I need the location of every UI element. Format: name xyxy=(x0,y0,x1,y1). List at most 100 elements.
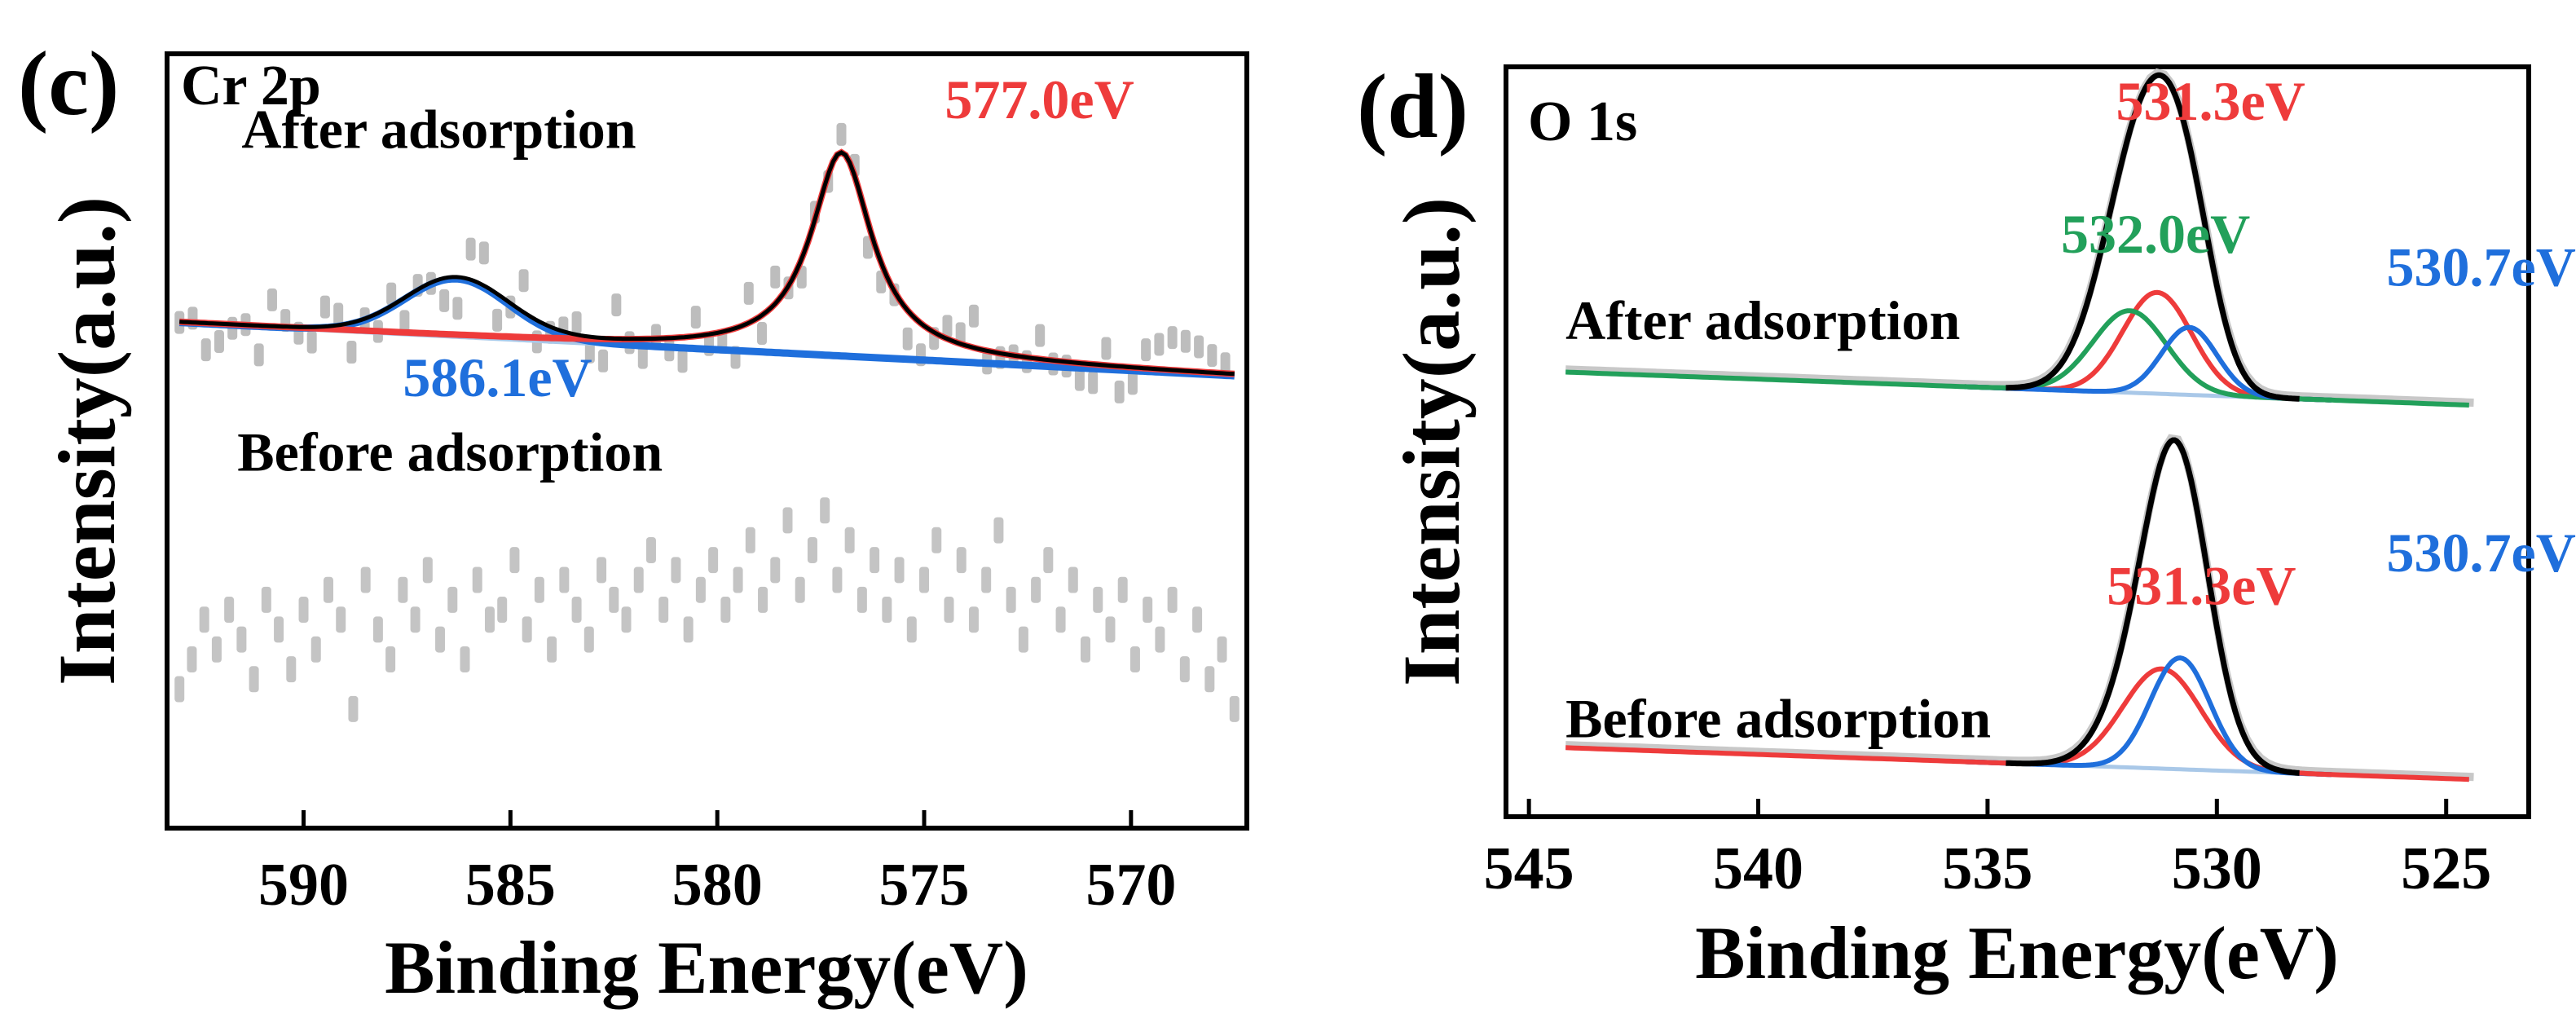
after-raw-point xyxy=(439,289,450,312)
before-raw-point xyxy=(571,597,582,624)
before-raw-point xyxy=(1204,666,1215,693)
peak-label: 531.3eV xyxy=(2116,70,2305,132)
before-raw-point xyxy=(645,536,656,563)
before-raw-point xyxy=(435,626,446,653)
panel-d-title: O 1s xyxy=(1528,90,1637,153)
after-raw-point xyxy=(1114,380,1125,403)
before-raw-point xyxy=(236,626,247,653)
before-raw-point xyxy=(956,547,967,574)
before-raw-point xyxy=(360,566,371,593)
before-raw-point xyxy=(447,586,458,613)
before-raw-point xyxy=(547,636,557,663)
before-raw-point xyxy=(522,616,532,643)
after-raw-point xyxy=(584,340,595,364)
before-raw-point xyxy=(1031,576,1041,603)
after-raw-trace xyxy=(1565,68,2474,407)
after-raw-point xyxy=(1207,344,1218,368)
after-raw-point xyxy=(770,265,781,289)
before-raw-point xyxy=(398,576,408,603)
before-raw-point xyxy=(621,606,632,633)
before-raw-point xyxy=(633,566,644,593)
after-raw-point xyxy=(492,308,503,332)
after-raw-point xyxy=(319,295,330,319)
before-raw-point xyxy=(671,557,681,584)
peak-label: 530.7eV xyxy=(2387,236,2576,298)
before-raw-point xyxy=(509,547,520,574)
peak-label: 532.0eV xyxy=(2061,203,2250,265)
after-raw-point xyxy=(1194,335,1204,359)
before-raw-point xyxy=(1155,626,1165,653)
before-raw-point xyxy=(795,576,805,603)
before-raw-point xyxy=(906,616,917,643)
before-raw-point xyxy=(199,606,209,633)
before-raw-point xyxy=(609,586,619,613)
before-raw-point xyxy=(385,646,396,672)
after-raw-point xyxy=(611,293,622,317)
before-raw-point xyxy=(534,576,544,603)
after-raw-point xyxy=(743,281,754,305)
panel-d-annotations: After adsorption Before adsorption 531.3eV… xyxy=(1565,70,2576,749)
panel-d-y-axis-label: Intensity(a.u.) xyxy=(1386,197,1477,686)
before-raw-point xyxy=(683,616,694,643)
before-raw-point xyxy=(770,557,781,584)
before-raw-point xyxy=(211,636,222,663)
before-raw-point xyxy=(1081,636,1091,663)
after-raw-point xyxy=(902,327,913,350)
after-raw-point xyxy=(1220,352,1231,376)
after-raw-point xyxy=(399,310,410,333)
after-raw-point xyxy=(1127,372,1138,395)
panel-d: 545 540 535 530 525 After adsorption Before a… xyxy=(1357,56,2576,994)
before-raw-point xyxy=(658,597,669,624)
before-raw-point xyxy=(1006,586,1016,613)
after-raw-point xyxy=(571,311,582,334)
before-raw-point xyxy=(286,656,297,683)
panel-d-label: (d) xyxy=(1357,56,1469,157)
series-label: After adsorption xyxy=(241,99,636,161)
x-tick-label: 590 xyxy=(258,852,349,919)
before-raw-point xyxy=(274,616,284,643)
before-raw-point xyxy=(745,527,755,553)
before-raw-point xyxy=(1117,576,1128,603)
before-raw-point xyxy=(336,606,346,633)
before-raw-point xyxy=(993,517,1004,544)
after-raw-point xyxy=(465,237,476,261)
after-raw-point xyxy=(968,304,979,328)
before-raw-point xyxy=(733,566,743,593)
before-raw-point xyxy=(597,557,607,584)
before-raw-point xyxy=(944,597,954,624)
before-raw-point xyxy=(968,606,979,633)
before-raw-point xyxy=(882,597,892,624)
before-raw-point xyxy=(1068,566,1078,593)
before-raw-point xyxy=(583,626,594,653)
x-tick-label: 580 xyxy=(672,852,763,919)
panel-c-plot-area xyxy=(174,122,1240,722)
after-raw-point xyxy=(214,330,224,354)
after-raw-point xyxy=(452,297,463,320)
after-raw-point xyxy=(478,241,489,265)
after-raw-point xyxy=(333,302,344,326)
before-raw-point xyxy=(981,566,992,593)
after-tail-right-curve xyxy=(2280,394,2469,408)
before-raw-point xyxy=(1143,597,1153,624)
x-tick-label: 535 xyxy=(1942,835,2032,902)
x-tick-label: 545 xyxy=(1484,835,1574,902)
panel-d-plot-area xyxy=(1565,68,2474,782)
before-raw-point xyxy=(298,597,309,624)
x-tick-label: 540 xyxy=(1713,835,1803,902)
before-raw-point xyxy=(497,597,508,624)
before-raw-point xyxy=(1105,616,1116,643)
after-raw-point xyxy=(862,236,873,259)
before-raw-point xyxy=(224,597,235,624)
panel-d-x-axis-label: Binding Energy(eV) xyxy=(1695,911,2339,994)
panel-c-annotations: After adsorption Before adsorption 577.0eV… xyxy=(237,68,1134,483)
after-raw-point xyxy=(955,322,966,346)
after-raw-point xyxy=(1141,338,1151,362)
before-raw-point xyxy=(820,497,830,524)
peak-label: 577.0eV xyxy=(945,68,1134,130)
before-raw-point xyxy=(559,566,570,593)
after-raw-point xyxy=(1074,368,1085,391)
after-envelope-curve xyxy=(2006,72,2300,402)
panel-d-x-ticks: 545 540 535 530 525 xyxy=(1484,799,2491,902)
before-raw-point xyxy=(1043,547,1054,574)
after-raw-point xyxy=(200,338,211,362)
